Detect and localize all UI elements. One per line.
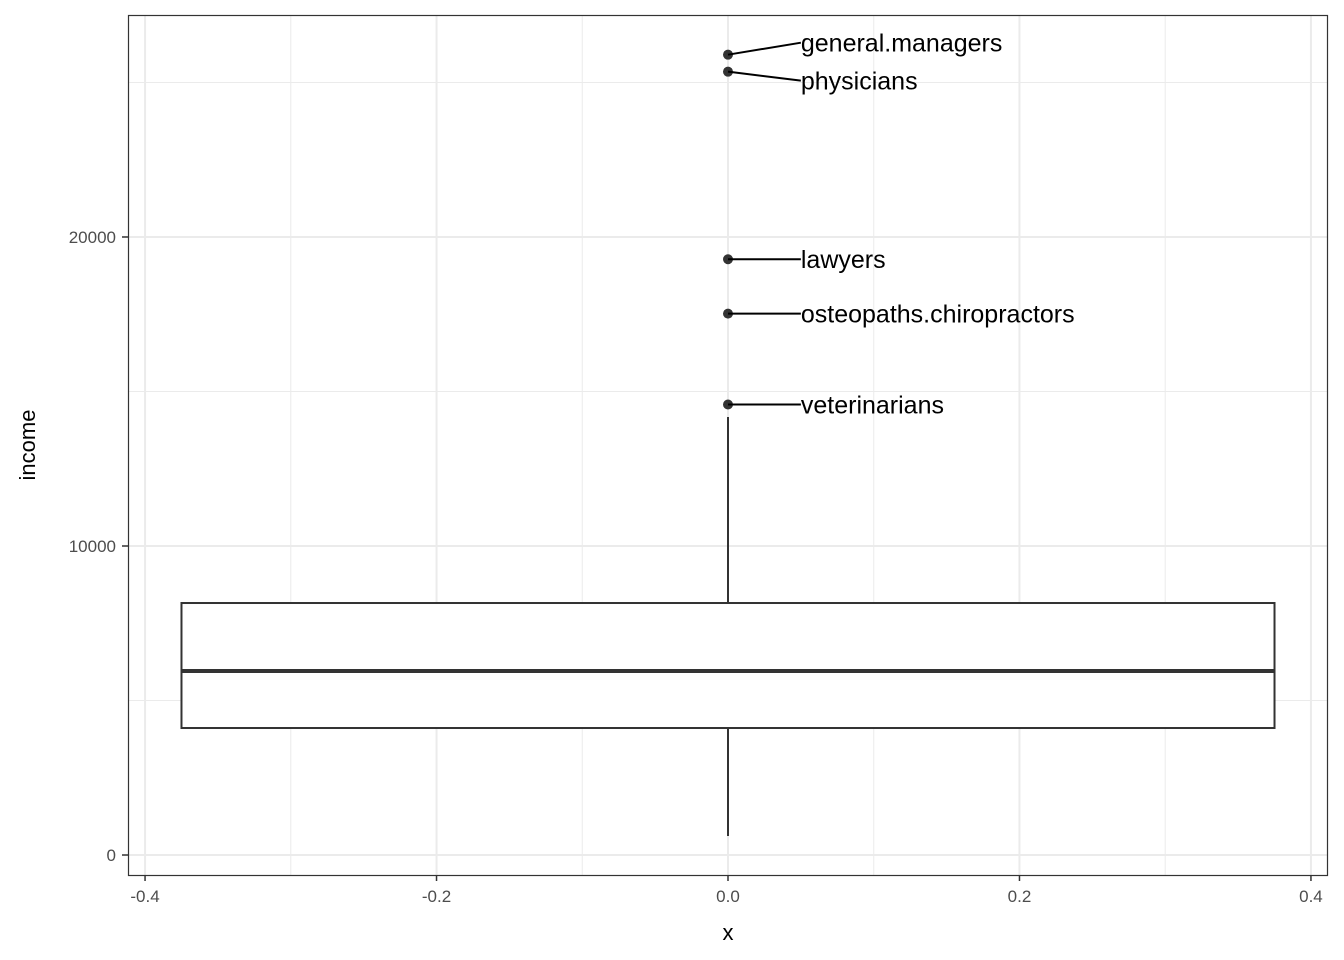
outlier-label: veterinarians <box>801 391 944 419</box>
y-tick-label: 20000 <box>69 228 116 247</box>
box-marks <box>180 49 1276 837</box>
x-axis-title: x <box>723 920 734 945</box>
label-connector <box>727 41 802 56</box>
outlier-label: physicians <box>801 68 918 96</box>
outlier-label: osteopaths.chiropractors <box>801 301 1075 329</box>
box-iqr <box>180 602 1276 730</box>
x-tick-label: 0.0 <box>716 887 740 906</box>
outlier-label: general.managers <box>801 30 1003 58</box>
y-tick-label: 0 <box>107 846 116 865</box>
x-tick-label: -0.2 <box>422 887 451 906</box>
axes: -0.4 -0.2 0.0 0.2 0.4 0 10000 20000 <box>69 228 1323 906</box>
x-tick-label: -0.4 <box>130 887 159 906</box>
outlier-label: lawyers <box>801 246 886 274</box>
x-tick-label: 0.4 <box>1299 887 1323 906</box>
y-axis-title: income <box>15 410 40 481</box>
label-connector <box>727 70 801 82</box>
x-tick-label: 0.2 <box>1008 887 1032 906</box>
y-tick-label: 10000 <box>69 537 116 556</box>
outlier-labels: general.managers physicians lawyers osteopa… <box>727 30 1075 419</box>
